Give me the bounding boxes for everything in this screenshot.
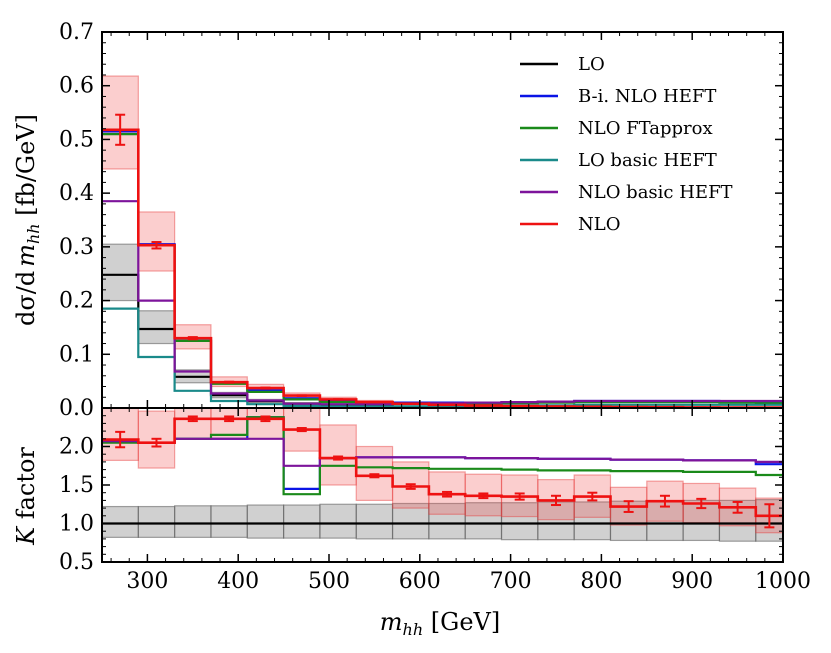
top-nlo-errorbar <box>187 336 198 341</box>
bottom-nlo-band-bin <box>174 407 212 440</box>
top-ytick-label: 0.5 <box>59 127 94 152</box>
bottom-nlo-line <box>102 417 783 518</box>
bottom-nlo-errorbar <box>623 500 634 513</box>
top-y-axis-label: dσ/dmhh [fb/GeV] <box>12 114 43 326</box>
bottom-lo-band-bin <box>101 505 139 538</box>
top-panel: 0.0 0.1 0.2 0.3 0.4 0.5 0.6 0.7 <box>59 20 784 421</box>
bottom-xtick-label: 300 <box>126 569 168 594</box>
bottom-nlo-errorbar <box>442 490 453 498</box>
bottom-nlo-basic-heft-line <box>102 437 783 467</box>
bottom-nlo-band-bin <box>319 424 357 486</box>
legend-label: LO <box>578 54 605 75</box>
bottom-lo-band-bin <box>355 503 394 540</box>
bottom-ytick-label: 1.0 <box>59 512 94 537</box>
bottom-nlo-errorbar <box>659 494 670 508</box>
top-nlo-line <box>102 128 783 409</box>
bottom-lo-band-bin <box>428 502 466 540</box>
top-lo-band-bin <box>137 310 176 345</box>
bottom-lo-band-bin <box>646 500 684 542</box>
bottom-nlo-band-bin <box>391 461 430 509</box>
legend-label: NLO basic HEFT <box>578 182 733 203</box>
bottom-ytick-label: 0.5 <box>59 550 94 575</box>
bottom-nlo-errorbar <box>115 430 126 449</box>
legend-item-nlo: NLO <box>520 214 620 235</box>
legend-label: NLO <box>578 214 620 235</box>
top-lines <box>102 128 783 409</box>
x-axis-label: mhh [GeV] <box>380 608 500 639</box>
legend-label: LO basic HEFT <box>578 150 717 171</box>
bottom-xtick-label: 400 <box>217 569 259 594</box>
bottom-lo-band-bin <box>283 504 321 539</box>
bottom-y-axis-label: K factor <box>12 447 40 546</box>
bottom-xtick-label: 700 <box>490 569 532 594</box>
bottom-nlo-errorbar <box>587 491 598 502</box>
top-b-i-nlo-heft-line <box>102 130 783 404</box>
bottom-ytick-label: 2.0 <box>59 435 94 460</box>
bottom-lo-band-bin <box>319 503 357 539</box>
bottom-lo-band-bin <box>210 505 248 538</box>
top-ticks: 0.0 0.1 0.2 0.3 0.4 0.5 0.6 0.7 <box>59 20 784 421</box>
bottom-nlo-errorbar <box>187 415 198 423</box>
bottom-nlo-ftapprox-line <box>102 416 783 496</box>
bottom-xtick-label: 500 <box>308 569 350 594</box>
top-ytick-label: 0.7 <box>59 20 94 45</box>
top-ytick-label: 0.2 <box>59 289 94 314</box>
bottom-lines <box>102 416 783 525</box>
bottom-nlo-errorbar <box>224 415 235 423</box>
bottom-nlo-errorbar <box>551 494 561 507</box>
bottom-ticks: 0.5 1.0 1.5 2.0 300 400 500 600 700 800 900 1000 <box>59 407 811 594</box>
bottom-panel: 0.5 1.0 1.5 2.0 300 400 500 600 700 800 900 1000 <box>59 407 811 594</box>
legend-item-nlo-ftapprox: NLO FTapprox <box>520 118 713 139</box>
bottom-nlo-errorbar <box>732 500 743 514</box>
top-lo-basic-heft-line <box>102 307 783 408</box>
legend-label: NLO FTapprox <box>578 118 713 139</box>
bottom-lo-band-bin <box>246 504 285 539</box>
bottom-bands <box>101 407 784 542</box>
bottom-nlo-errorbar <box>514 492 525 501</box>
top-ytick-label: 0.1 <box>59 342 94 367</box>
bottom-errs <box>115 415 775 529</box>
bottom-nlo-errorbar <box>405 483 416 490</box>
top-ytick-label: 0.6 <box>59 74 94 99</box>
bottom-nlo-band-bin <box>246 407 285 440</box>
top-lo-band-bin <box>101 243 139 302</box>
bottom-nlo-errorbar <box>260 415 271 423</box>
top-nlo-errorbar <box>224 380 235 384</box>
top-ytick-label: 0.0 <box>59 396 94 421</box>
top-nlo-errorbar <box>115 113 126 146</box>
top-nlo-ftapprox-line <box>102 133 783 405</box>
top-ytick-label: 0.4 <box>59 181 94 206</box>
top-nlo-band-bin <box>137 211 176 272</box>
legend-item-b-i-nlo-heft: B-i. NLO HEFT <box>520 86 716 107</box>
top-ytick-label: 0.3 <box>59 235 94 260</box>
bottom-xtick-label: 1000 <box>755 569 811 594</box>
bottom-lo-band-bin <box>137 505 176 538</box>
bottom-nlo-errorbar <box>696 497 707 510</box>
bottom-xtick-label: 800 <box>580 569 622 594</box>
top-nlo-errorbar <box>296 394 307 397</box>
legend: LO B-i. NLO HEFT NLO FTapprox LO basic HEFT… <box>520 54 733 235</box>
bottom-lo-band-bin <box>391 502 430 540</box>
bottom-nlo-errorbar <box>151 437 162 448</box>
bottom-ytick-label: 1.5 <box>59 473 94 498</box>
bottom-nlo-errorbar <box>333 455 344 461</box>
legend-item-nlo-basic-heft: NLO basic HEFT <box>520 182 733 203</box>
bottom-lo-band-bin <box>573 501 612 541</box>
bottom-xtick-label: 600 <box>399 569 441 594</box>
legend-label: B-i. NLO HEFT <box>578 86 716 107</box>
bottom-nlo-errorbar <box>296 427 307 433</box>
bottom-nlo-errorbar <box>478 492 489 500</box>
legend-item-lo-basic-heft: LO basic HEFT <box>520 150 717 171</box>
bottom-nlo-errorbar <box>764 503 775 529</box>
legend-item-lo: LO <box>520 54 605 75</box>
bottom-xtick-label: 900 <box>671 569 713 594</box>
bottom-lo-band-bin <box>174 505 212 538</box>
top-nlo-errorbar <box>260 386 271 390</box>
top-nlo-errorbar <box>151 241 162 250</box>
bottom-nlo-errorbar <box>369 473 380 479</box>
